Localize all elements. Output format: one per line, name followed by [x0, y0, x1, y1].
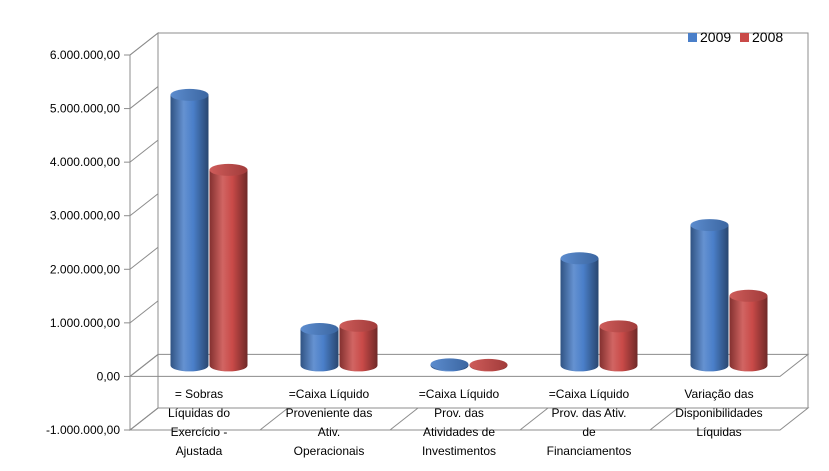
- category-label: = Sobras Líquidas do Exercício - Ajustada: [168, 387, 230, 458]
- category-label: =Caixa Líquido Proveniente das Ativ. Operac…: [286, 387, 373, 458]
- bar-cap: [170, 88, 209, 101]
- bar-2008-1: [339, 319, 378, 372]
- bar-body: [300, 329, 339, 372]
- bar-cap: [209, 163, 248, 176]
- y-tick-label: 4.000.000,00: [50, 155, 120, 169]
- bar-2008-2: [469, 358, 508, 372]
- category-label-line: Exercício -: [171, 425, 228, 439]
- category-label-line: Financiamentos: [547, 444, 632, 458]
- y-tick-label: 2.000.000,00: [50, 262, 120, 276]
- bar-cap: [339, 319, 378, 332]
- category-label-line: Investimentos: [422, 444, 496, 458]
- bar-2009-3: [560, 252, 599, 372]
- y-tick-label: 1.000.000,00: [50, 316, 120, 330]
- category-label-line: =Caixa Líquido: [419, 387, 500, 401]
- category-divider: [649, 407, 679, 431]
- x-axis-labels: = Sobras Líquidas do Exercício - Ajustada =C…: [168, 387, 763, 458]
- bar-cap: [300, 323, 339, 335]
- y-tick-label: 5.000.000,00: [50, 102, 120, 116]
- bar-body: [170, 94, 209, 372]
- bar-cap: [690, 219, 729, 232]
- category-label-line: Líquidas: [696, 425, 741, 439]
- category-label-line: Operacionais: [294, 444, 365, 458]
- category-divider: [519, 407, 549, 431]
- category-label-line: Prov. das Ativ.: [552, 406, 627, 420]
- bar-2009-4: [690, 219, 729, 372]
- category-label-line: Ajustada: [176, 444, 223, 458]
- chart-floor: [128, 353, 810, 431]
- bar-cap: [430, 358, 469, 371]
- category-label: =Caixa Líquido Prov. das Atividades de Inve…: [419, 387, 500, 458]
- bar-2008-0: [209, 163, 248, 372]
- legend-swatch: [688, 33, 697, 42]
- y-tick-depth-line: [129, 32, 159, 56]
- category-label-line: =Caixa Líquido: [289, 387, 370, 401]
- category-label-line: Líquidas do: [168, 406, 230, 420]
- y-tick-depth-line: [129, 246, 159, 270]
- category-label: =Caixa Líquido Prov. das Ativ. de Financiam…: [547, 387, 632, 458]
- legend-label: 2009: [700, 29, 731, 45]
- bar-cap: [729, 289, 768, 302]
- zero-plane: [128, 353, 810, 377]
- category-label-line: Disponibilidades: [675, 406, 762, 420]
- category-label-line: =Caixa Líquido: [549, 387, 630, 401]
- y-tick-depth-line: [129, 86, 159, 109]
- bar-body: [560, 258, 599, 372]
- y-tick-label: 6.000.000,00: [50, 48, 120, 62]
- bar-body: [599, 326, 638, 372]
- category-label-line: Variação das: [684, 387, 753, 401]
- bar-body: [339, 325, 378, 372]
- y-tick-depth-line: [129, 139, 159, 163]
- category-label: Variação das Disponibilidades Líquidas: [675, 387, 762, 439]
- bar-2008-4: [729, 289, 768, 372]
- legend-label: 2008: [752, 29, 783, 45]
- y-tick-label: 3.000.000,00: [50, 209, 120, 223]
- category-label-line: Ativ.: [318, 425, 340, 439]
- legend: 2009 2008: [688, 29, 783, 45]
- side-wall: [129, 31, 159, 432]
- legend-item-2008: 2008: [740, 29, 783, 45]
- legend-item-2009: 2009: [688, 29, 731, 45]
- bar-body: [729, 295, 768, 372]
- y-tick-depth-line: [129, 300, 159, 324]
- category-label-line: Prov. das: [434, 406, 484, 420]
- category-label-line: Atividades de: [423, 425, 495, 439]
- y-tick-label: -1.000.000,00: [46, 423, 120, 437]
- y-tick-label: 0,00: [97, 369, 121, 383]
- back-wall: [158, 32, 809, 408]
- bar-body: [209, 169, 248, 372]
- bar-cap: [560, 252, 599, 265]
- bar-2008-3: [599, 320, 638, 372]
- category-label-line: de: [582, 425, 596, 439]
- category-label-line: = Sobras: [175, 387, 223, 401]
- bar-2009-1: [300, 323, 339, 372]
- category-label-line: Proveniente das: [286, 406, 373, 420]
- legend-swatch: [740, 33, 749, 42]
- y-tick-depth-line: [129, 193, 159, 217]
- bar-cap: [469, 358, 508, 371]
- bar-2009-2: [430, 358, 469, 372]
- bar-body: [690, 225, 729, 372]
- bar-group: [170, 88, 768, 372]
- category-divider: [389, 407, 419, 431]
- category-divider: [259, 407, 289, 431]
- bottom-floor: [128, 407, 810, 431]
- bar-2009-0: [170, 88, 209, 372]
- bar-cap: [599, 320, 638, 333]
- y-axis: -1.000.000,00 0,00 1.000.000,00 2.000.000,0…: [46, 32, 159, 437]
